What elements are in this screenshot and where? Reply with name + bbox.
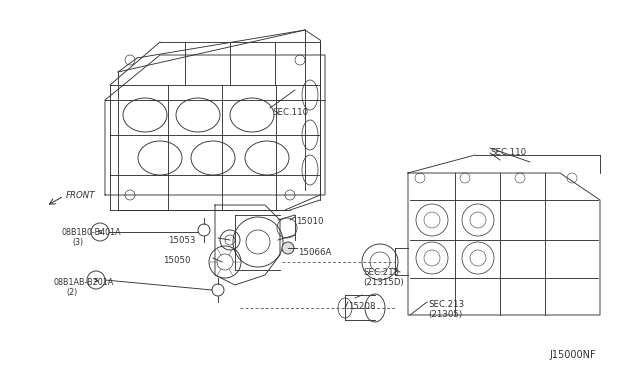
Text: SEC.213: SEC.213: [428, 300, 464, 309]
Text: 15053: 15053: [168, 236, 195, 245]
Text: S: S: [93, 278, 99, 282]
Text: 15010: 15010: [296, 217, 323, 226]
Text: (21315D): (21315D): [363, 278, 404, 287]
Text: (3): (3): [72, 238, 83, 247]
Text: 15066A: 15066A: [298, 248, 332, 257]
Text: 15050: 15050: [163, 256, 191, 265]
Text: 08B1B0-B401A: 08B1B0-B401A: [62, 228, 122, 237]
Text: (2): (2): [66, 288, 77, 297]
Text: SEC.213: SEC.213: [363, 268, 399, 277]
Text: S: S: [98, 230, 102, 234]
Circle shape: [282, 242, 294, 254]
Text: J15000NF: J15000NF: [549, 350, 596, 360]
Text: FRONT: FRONT: [66, 191, 95, 200]
Text: 15208: 15208: [348, 302, 376, 311]
Text: (21305): (21305): [428, 310, 462, 319]
Text: SEC.110: SEC.110: [272, 108, 308, 117]
Text: 08B1AB-B201A: 08B1AB-B201A: [54, 278, 115, 287]
Text: SEC.110: SEC.110: [490, 148, 526, 157]
